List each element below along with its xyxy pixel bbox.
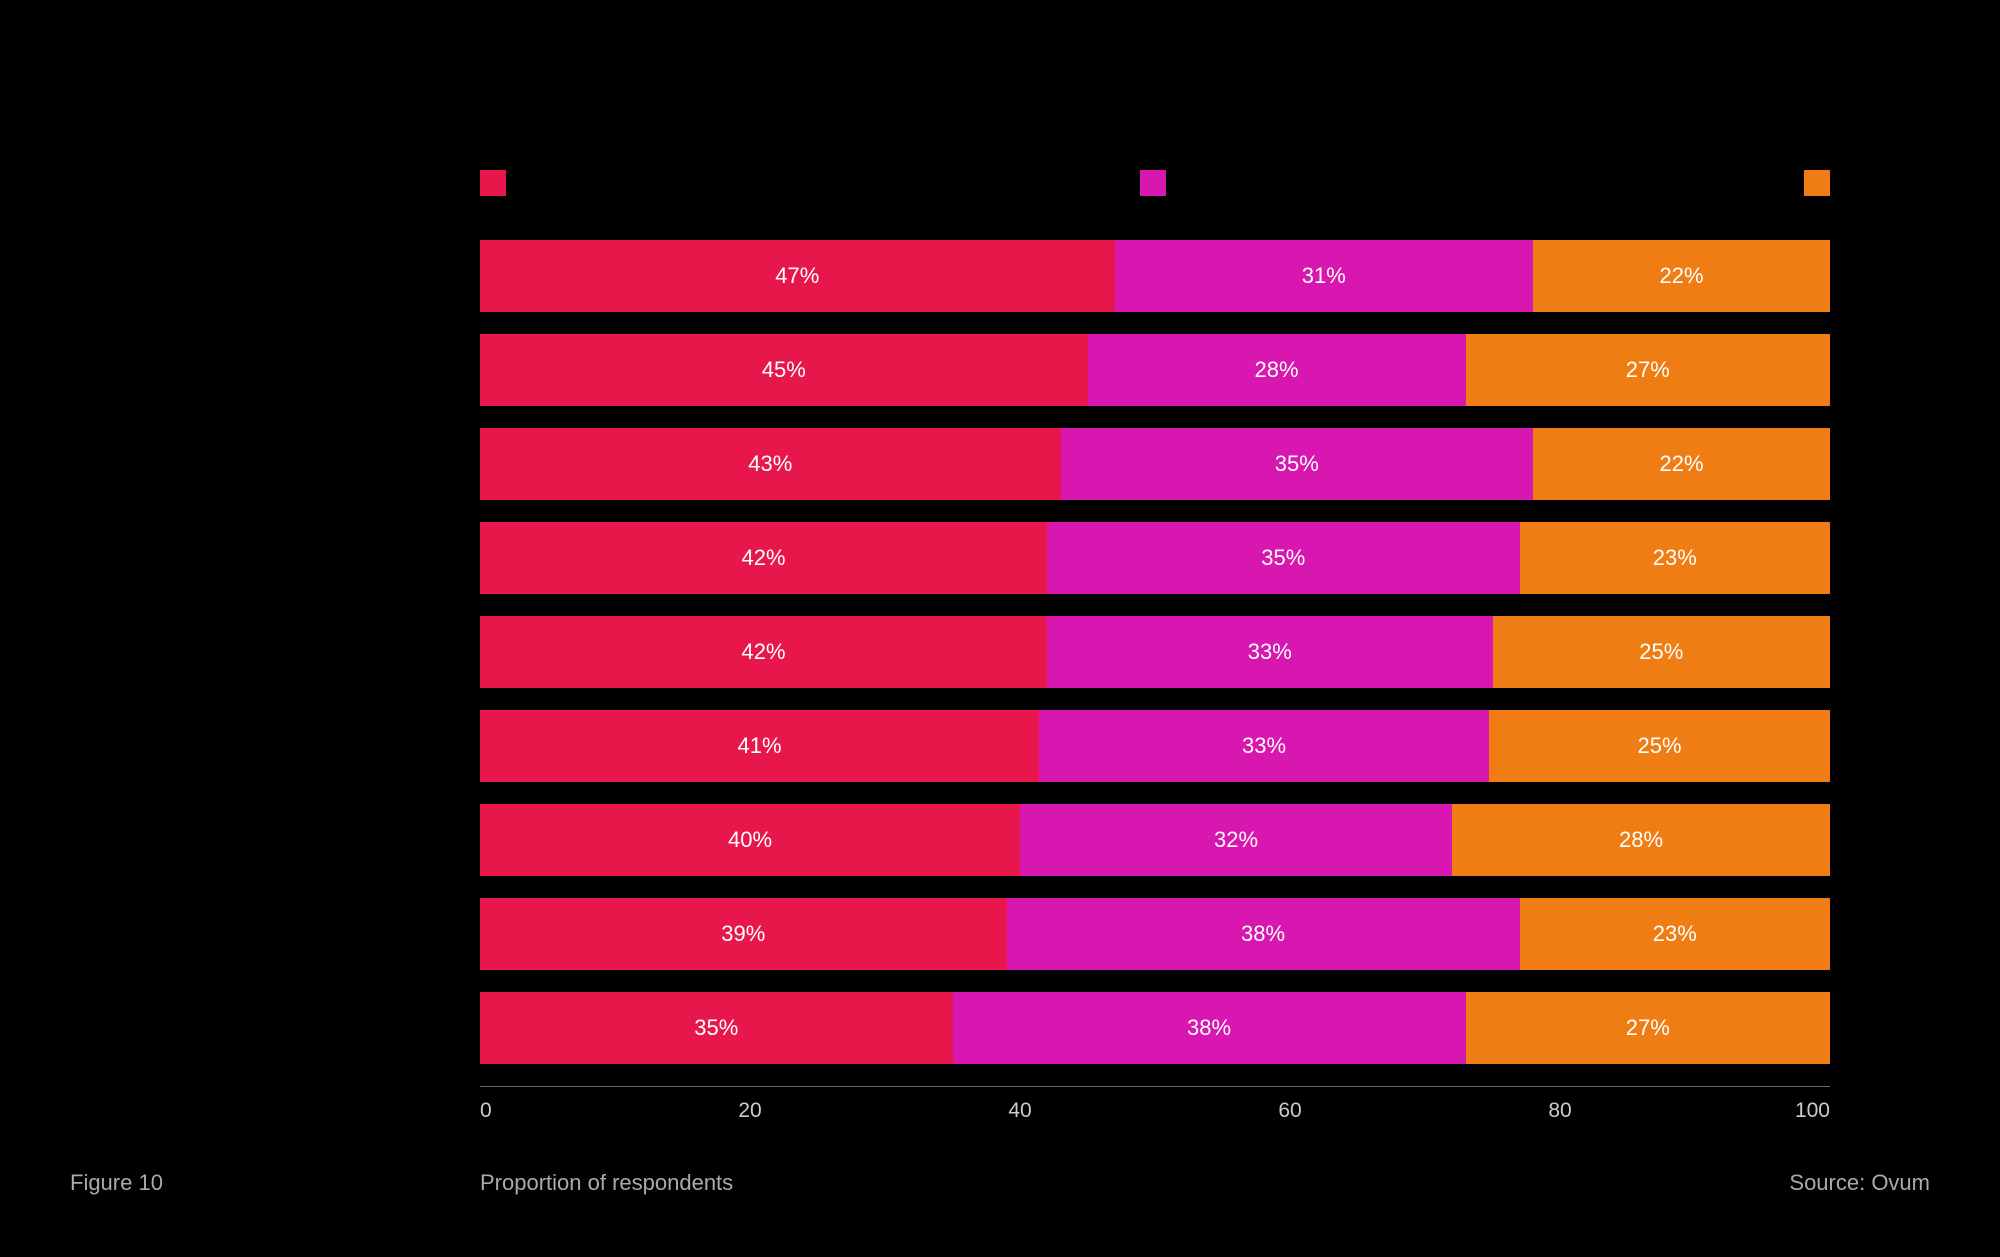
bar-segment: 33% (1047, 616, 1493, 688)
bar-segment: 47% (480, 240, 1115, 312)
bar-segment: 32% (1020, 804, 1452, 876)
x-axis-tick: 60 (1278, 1099, 1301, 1123)
bar-segment: 35% (1047, 522, 1520, 594)
x-axis-tick: 80 (1548, 1099, 1571, 1123)
bar-row: 43%35%22% (480, 428, 1830, 500)
bar-segment: 23% (1520, 898, 1831, 970)
bar-segment: 27% (1466, 334, 1831, 406)
bar-row: 42%33%25% (480, 616, 1830, 688)
bar-segment: 35% (1061, 428, 1534, 500)
bar-segment: 42% (480, 522, 1047, 594)
legend (480, 170, 1830, 200)
bar-row: 39%38%23% (480, 898, 1830, 970)
bar-row: 41%33%25% (480, 710, 1830, 782)
bar-segment: 28% (1088, 334, 1466, 406)
bar-segment: 38% (1007, 898, 1520, 970)
bar-segment: 35% (480, 992, 953, 1064)
legend-swatch (480, 170, 506, 196)
bar-row: 47%31%22% (480, 240, 1830, 312)
chart-container: 47%31%22%45%28%27%43%35%22%42%35%23%42%3… (0, 0, 2000, 1257)
x-axis-tick: 100 (1795, 1099, 1830, 1123)
bar-segment: 23% (1520, 522, 1831, 594)
bar-row: 35%38%27% (480, 992, 1830, 1064)
bar-segment: 39% (480, 898, 1007, 970)
bar-segment: 38% (953, 992, 1466, 1064)
figure-number: Figure 10 (70, 1170, 163, 1196)
bar-segment: 27% (1466, 992, 1831, 1064)
source-label: Source: Ovum (1789, 1170, 1930, 1196)
bar-row: 40%32%28% (480, 804, 1830, 876)
bar-segment: 40% (480, 804, 1020, 876)
bar-segment: 31% (1115, 240, 1534, 312)
bar-segment: 25% (1493, 616, 1831, 688)
legend-swatch (1804, 170, 1830, 196)
legend-item (1140, 170, 1184, 196)
legend-item (1804, 170, 1848, 196)
chart-area: 47%31%22%45%28%27%43%35%22%42%35%23%42%3… (480, 240, 1830, 1064)
bar-segment: 22% (1533, 240, 1830, 312)
figure-footer: Figure 10 Source: Ovum (70, 1170, 1930, 1196)
legend-swatch (1140, 170, 1166, 196)
x-axis: 0 20 40 60 80 100 (480, 1086, 1830, 1132)
bar-segment: 43% (480, 428, 1061, 500)
legend-item (480, 170, 524, 196)
bar-segment: 45% (480, 334, 1088, 406)
x-axis-tick: 40 (1008, 1099, 1031, 1123)
bar-segment: 22% (1533, 428, 1830, 500)
bar-segment: 42% (480, 616, 1047, 688)
bar-segment: 41% (480, 710, 1039, 782)
x-axis-tick: 0 (480, 1099, 492, 1123)
bar-segment: 28% (1452, 804, 1830, 876)
x-axis-title: Proportion of respondents (480, 1170, 733, 1196)
bar-row: 42%35%23% (480, 522, 1830, 594)
bar-segment: 33% (1039, 710, 1489, 782)
bar-row: 45%28%27% (480, 334, 1830, 406)
bar-segment: 25% (1489, 710, 1830, 782)
x-axis-tick: 20 (738, 1099, 761, 1123)
